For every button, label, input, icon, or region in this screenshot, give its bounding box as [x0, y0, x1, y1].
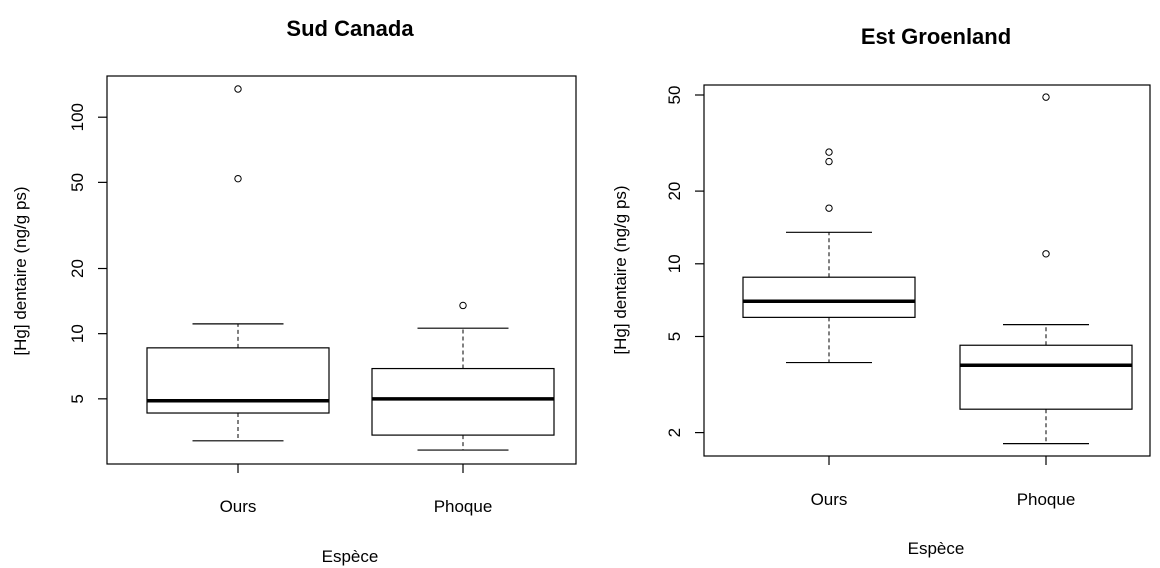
chart-panel-est-groenland: Est Groenland Espèce [Hg] dentaire (ng/g…	[611, 24, 1151, 558]
outlier-point	[234, 174, 242, 183]
chart-title: Sud Canada	[286, 16, 414, 41]
chart-title: Est Groenland	[861, 24, 1011, 49]
plot-frame	[703, 84, 1151, 457]
y-tick-label: 10	[68, 324, 87, 343]
y-tick-label: 2	[665, 428, 684, 437]
x-axis-label: Espèce	[322, 547, 379, 566]
y-tick-label: 20	[665, 182, 684, 201]
outlier-point	[1042, 93, 1050, 101]
x-tick-label: Ours	[220, 497, 257, 516]
outlier-point	[825, 204, 833, 212]
x-tick-label: Phoque	[1017, 490, 1076, 509]
chart-panel-sud-canada: Sud Canada Espèce [Hg] dentaire (ng/g ps…	[11, 16, 577, 566]
x-axis-label: Espèce	[908, 539, 965, 558]
outlier-point	[234, 85, 242, 93]
box-iqr	[371, 367, 555, 436]
outlier-point	[825, 157, 833, 166]
plot-frame	[106, 75, 577, 465]
box-iqr	[742, 276, 916, 318]
y-tick-label: 50	[68, 173, 87, 192]
x-tick-label: Phoque	[434, 497, 493, 516]
box-iqr	[959, 344, 1133, 410]
y-axis-label: [Hg] dentaire (ng/g ps)	[611, 185, 630, 354]
y-tick-label: 100	[68, 103, 87, 131]
y-tick-label: 5	[68, 394, 87, 403]
outlier-point	[1042, 250, 1050, 258]
y-tick-label: 5	[665, 332, 684, 341]
x-tick-label: Ours	[811, 490, 848, 509]
outlier-point	[825, 148, 833, 156]
y-tick-label: 10	[665, 254, 684, 273]
y-tick-label: 20	[68, 259, 87, 278]
outlier-point	[459, 301, 467, 310]
y-tick-label: 50	[665, 86, 684, 105]
box-iqr	[146, 347, 330, 414]
y-axis-label: [Hg] dentaire (ng/g ps)	[11, 186, 30, 355]
